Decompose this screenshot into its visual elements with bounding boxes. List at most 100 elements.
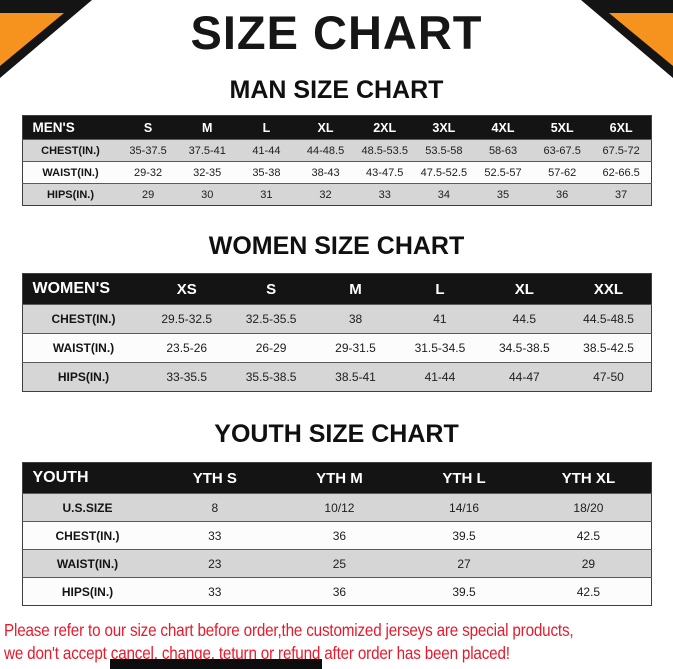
value-cell: 14/16	[401, 493, 527, 522]
table-row: CHEST(IN.) 33 36 39.5 42.5	[22, 521, 651, 550]
value-cell: 23	[152, 549, 278, 578]
page-title: SIZE CHART	[190, 6, 483, 59]
table-title-cell: YOUTH	[22, 462, 153, 494]
value-cell: 10/12	[277, 493, 402, 522]
row-label-cell: WAIST(IN.)	[22, 161, 119, 184]
value-cell: 47.5-52.5	[414, 161, 474, 184]
size-header-cell: S	[118, 115, 178, 140]
value-cell: 38-43	[295, 161, 356, 184]
footer-note: Please refer to our size chart before or…	[4, 619, 586, 665]
value-cell: 39.5	[401, 521, 527, 550]
value-cell: 29-32	[118, 161, 178, 184]
size-header-cell: YTH XL	[526, 462, 651, 494]
value-cell: 53.5-58	[414, 139, 474, 162]
value-cell: 35	[473, 183, 533, 206]
table-row: HIPS(IN.) 33-35.5 35.5-38.5 38.5-41 41-44 44-…	[22, 362, 651, 392]
value-cell: 29	[118, 183, 178, 206]
header-row: MEN'S S M L XL 2XL 3XL 4XL 5XL 6XL	[22, 115, 651, 140]
value-cell: 67.5-72	[591, 139, 651, 162]
row-label-cell: U.S.SIZE	[22, 493, 153, 522]
value-cell: 44-47	[482, 362, 567, 392]
value-cell: 41-44	[236, 139, 296, 162]
footer-note-line2: we don't accept cancel, change, teturn o…	[4, 643, 510, 663]
value-cell: 44.5-48.5	[566, 304, 651, 334]
value-cell: 37	[591, 183, 651, 206]
value-cell: 29-31.5	[313, 333, 398, 363]
footer-note-line1: Please refer to our size chart before or…	[4, 620, 574, 640]
value-cell: 33	[152, 577, 278, 606]
value-cell: 33	[355, 183, 415, 206]
value-cell: 62-66.5	[591, 161, 651, 184]
value-cell: 32	[295, 183, 356, 206]
size-header-cell: S	[228, 273, 314, 305]
table-row: CHEST(IN.) 35-37.5 37.5-41 41-44 44-48.5 48.5…	[22, 139, 651, 162]
value-cell: 29.5-32.5	[144, 304, 229, 334]
value-cell: 8	[152, 493, 278, 522]
size-header-cell: L	[397, 273, 483, 305]
value-cell: 42.5	[526, 577, 651, 606]
value-cell: 58-63	[473, 139, 533, 162]
value-cell: 38.5-41	[313, 362, 398, 392]
size-header-cell: XXL	[566, 273, 651, 305]
value-cell: 35-37.5	[118, 139, 178, 162]
value-cell: 30	[177, 183, 237, 206]
table-row: CHEST(IN.) 29.5-32.5 32.5-35.5 38 41 44.5 44.5…	[22, 304, 651, 334]
value-cell: 41-44	[397, 362, 483, 392]
size-header-cell: 6XL	[591, 115, 651, 140]
table-row: WAIST(IN.) 23.5-26 26-29 29-31.5 31.5-34.5 34…	[22, 333, 651, 363]
size-header-cell: YTH L	[401, 462, 527, 494]
value-cell: 32-35	[177, 161, 237, 184]
table-row: WAIST(IN.) 29-32 32-35 35-38 38-43 43-47.5 47.…	[22, 161, 651, 184]
size-header-cell: 5XL	[532, 115, 592, 140]
youth-section-heading: YOUTH SIZE CHART	[214, 420, 459, 448]
value-cell: 26-29	[228, 333, 314, 363]
value-cell: 44-48.5	[295, 139, 356, 162]
value-cell: 52.5-57	[473, 161, 533, 184]
table-row: HIPS(IN.) 33 36 39.5 42.5	[22, 577, 651, 606]
value-cell: 29	[526, 549, 651, 578]
table-title-cell: WOMEN'S	[22, 273, 145, 305]
value-cell: 33-35.5	[144, 362, 229, 392]
row-label-cell: HIPS(IN.)	[22, 362, 145, 392]
value-cell: 33	[152, 521, 278, 550]
size-header-cell: XL	[295, 115, 356, 140]
value-cell: 34.5-38.5	[482, 333, 567, 363]
value-cell: 35-38	[236, 161, 296, 184]
value-cell: 37.5-41	[177, 139, 237, 162]
value-cell: 44.5	[482, 304, 567, 334]
row-label-cell: HIPS(IN.)	[22, 577, 153, 606]
youth-section: YOUTH SIZE CHART YOUTH YTH S YTH M YTH L YTH…	[0, 420, 673, 606]
bottom-black-bar	[110, 659, 322, 669]
value-cell: 36	[532, 183, 592, 206]
table-title-cell: MEN'S	[22, 115, 119, 140]
value-cell: 27	[401, 549, 527, 578]
value-cell: 39.5	[401, 577, 527, 606]
value-cell: 31.5-34.5	[397, 333, 483, 363]
women-size-table: WOMEN'S XS S M L XL XXL CHEST(IN.) 29.5-32.5 32.5…	[21, 273, 652, 392]
table-row: WAIST(IN.) 23 25 27 29	[22, 549, 651, 578]
value-cell: 36	[277, 521, 402, 550]
value-cell: 38.5-42.5	[566, 333, 651, 363]
value-cell: 42.5	[526, 521, 651, 550]
value-cell: 38	[313, 304, 398, 334]
women-section: WOMEN SIZE CHART WOMEN'S XS S M L XL XXL CHEST(…	[0, 232, 673, 392]
size-header-cell: XL	[482, 273, 567, 305]
row-label-cell: CHEST(IN.)	[22, 521, 153, 550]
size-header-cell: 4XL	[473, 115, 533, 140]
value-cell: 41	[397, 304, 483, 334]
row-label-cell: CHEST(IN.)	[22, 139, 119, 162]
size-header-cell: XS	[144, 273, 229, 305]
value-cell: 34	[414, 183, 474, 206]
value-cell: 32.5-35.5	[228, 304, 314, 334]
table-row: HIPS(IN.) 29 30 31 32 33 34 35 36 37	[22, 183, 651, 206]
value-cell: 25	[277, 549, 402, 578]
value-cell: 23.5-26	[144, 333, 229, 363]
size-header-cell: M	[313, 273, 398, 305]
value-cell: 48.5-53.5	[355, 139, 415, 162]
value-cell: 36	[277, 577, 402, 606]
row-label-cell: HIPS(IN.)	[22, 183, 119, 206]
men-size-table: MEN'S S M L XL 2XL 3XL 4XL 5XL 6XL CHEST(IN.) 35-37…	[21, 115, 652, 206]
value-cell: 63-67.5	[532, 139, 592, 162]
size-header-cell: 2XL	[355, 115, 415, 140]
